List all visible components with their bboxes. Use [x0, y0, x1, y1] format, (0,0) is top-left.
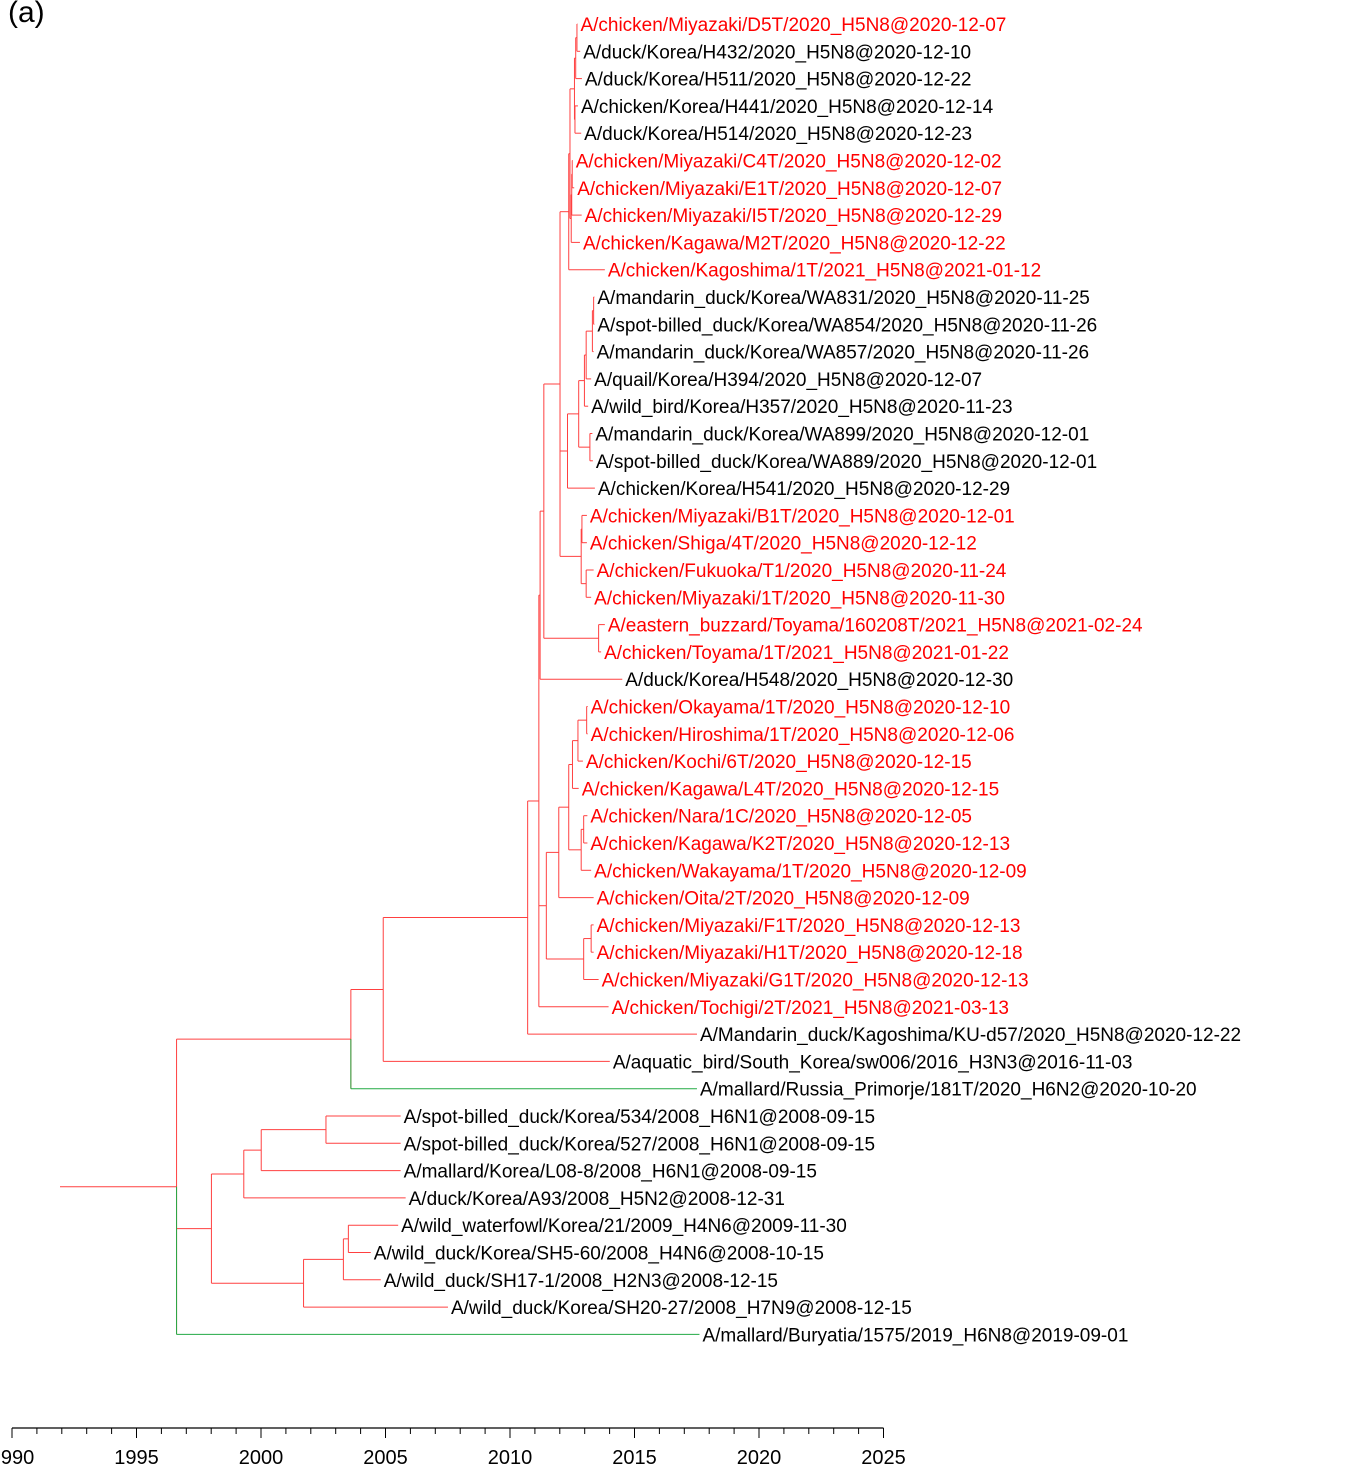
taxon-label: A/duck/Korea/H511/2020_H5N8@2020-12-22 [585, 70, 972, 91]
axis-tick-label: 2015 [612, 1447, 657, 1469]
taxon-label: A/spot-billed_duck/Korea/WA889/2020_H5N8… [596, 452, 1097, 473]
taxon-label: A/mallard/Buryatia/1575/2019_H6N8@2019-0… [702, 1325, 1128, 1346]
taxon-label: A/chicken/Miyazaki/F1T/2020_H5N8@2020-12… [597, 916, 1021, 937]
taxon-label: A/chicken/Kagawa/L4T/2020_H5N8@2020-12-1… [582, 779, 1000, 800]
taxon-label: A/mallard/Russia_Primorje/181T/2020_H6N2… [700, 1080, 1197, 1101]
taxon-label: A/chicken/Tochigi/2T/2021_H5N8@2021-03-1… [612, 998, 1009, 1019]
taxon-label: A/wild_waterfowl/Korea/21/2009_H4N6@2009… [401, 1216, 847, 1237]
taxon-label: A/chicken/Kagoshima/1T/2021_H5N8@2021-01… [608, 261, 1041, 282]
taxon-label: A/wild_duck/Korea/SH5-60/2008_H4N6@2008-… [374, 1244, 824, 1265]
taxon-label: A/aquatic_bird/South_Korea/sw006/2016_H3… [613, 1052, 1133, 1073]
taxon-label: A/duck/Korea/A93/2008_H5N2@2008-12-31 [409, 1189, 785, 1210]
taxon-label: A/chicken/Fukuoka/T1/2020_H5N8@2020-11-2… [597, 561, 1007, 582]
taxon-label: A/eastern_buzzard/Toyama/160208T/2021_H5… [608, 616, 1143, 637]
taxon-label: A/wild_bird/Korea/H357/2020_H5N8@2020-11… [591, 397, 1012, 418]
taxon-label: A/mallard/Korea/L08-8/2008_H6N1@2008-09-… [404, 1162, 817, 1183]
taxon-label: A/quail/Korea/H394/2020_H5N8@2020-12-07 [594, 370, 982, 391]
taxon-label: A/mandarin_duck/Korea/WA857/2020_H5N8@20… [597, 343, 1089, 364]
taxon-label: A/chicken/Korea/H541/2020_H5N8@2020-12-2… [598, 479, 1010, 500]
axis-tick-label: 2020 [737, 1447, 782, 1469]
taxon-label: A/chicken/Shiga/4T/2020_H5N8@2020-12-12 [590, 534, 977, 555]
taxon-label: A/duck/Korea/H548/2020_H5N8@2020-12-30 [625, 670, 1013, 691]
axis-tick-label: 2005 [363, 1447, 408, 1469]
taxon-label: A/chicken/Miyazaki/1T/2020_H5N8@2020-11-… [594, 588, 1005, 609]
taxon-label: A/chicken/Miyazaki/G1T/2020_H5N8@2020-12… [602, 971, 1029, 992]
taxon-label: A/chicken/Kagawa/M2T/2020_H5N8@2020-12-2… [583, 233, 1006, 254]
taxon-label: A/chicken/Kochi/6T/2020_H5N8@2020-12-15 [586, 752, 972, 773]
taxon-label: A/chicken/Oita/2T/2020_H5N8@2020-12-09 [597, 889, 970, 910]
panel-label: (a) [8, 0, 45, 29]
axis-tick-label: 2025 [861, 1447, 906, 1469]
taxon-label: A/Mandarin_duck/Kagoshima/KU-d57/2020_H5… [700, 1025, 1241, 1046]
axis-tick-label: 2000 [239, 1447, 284, 1469]
taxon-label: A/chicken/Okayama/1T/2020_H5N8@2020-12-1… [591, 698, 1011, 719]
taxon-label: A/duck/Korea/H432/2020_H5N8@2020-12-10 [583, 42, 971, 63]
taxon-label: A/chicken/Toyama/1T/2021_H5N8@2021-01-22 [604, 643, 1009, 664]
taxon-label: A/chicken/Miyazaki/H1T/2020_H5N8@2020-12… [597, 943, 1023, 964]
taxon-label: A/duck/Korea/H514/2020_H5N8@2020-12-23 [584, 124, 972, 145]
taxon-label: A/chicken/Hiroshima/1T/2020_H5N8@2020-12… [591, 725, 1015, 746]
taxon-label: A/chicken/Wakayama/1T/2020_H5N8@2020-12-… [594, 861, 1027, 882]
taxon-label: A/spot-billed_duck/Korea/WA854/2020_H5N8… [597, 315, 1097, 336]
taxon-label: A/chicken/Miyazaki/I5T/2020_H5N8@2020-12… [585, 206, 1002, 227]
taxon-label: A/chicken/Miyazaki/C4T/2020_H5N8@2020-12… [576, 152, 1002, 173]
taxon-label: A/wild_duck/SH17-1/2008_H2N3@2008-12-15 [384, 1271, 778, 1292]
axis-tick-label: 1995 [114, 1447, 159, 1469]
taxon-label: A/chicken/Miyazaki/B1T/2020_H5N8@2020-12… [590, 506, 1015, 527]
taxon-label: A/chicken/Nara/1C/2020_H5N8@2020-12-05 [590, 807, 972, 828]
taxon-label: A/mandarin_duck/Korea/WA899/2020_H5N8@20… [595, 425, 1089, 446]
taxon-label: A/chicken/Korea/H441/2020_H5N8@2020-12-1… [581, 97, 994, 118]
taxon-label: A/spot-billed_duck/Korea/534/2008_H6N1@2… [404, 1107, 875, 1128]
taxon-label: A/spot-billed_duck/Korea/527/2008_H6N1@2… [404, 1134, 875, 1155]
axis-tick-label: 2010 [488, 1447, 533, 1469]
taxon-label: A/chicken/Kagawa/K2T/2020_H5N8@2020-12-1… [590, 834, 1010, 855]
taxon-label: A/wild_duck/Korea/SH20-27/2008_H7N9@2008… [451, 1298, 912, 1319]
taxon-label: A/mandarin_duck/Korea/WA831/2020_H5N8@20… [597, 288, 1089, 309]
taxon-label: A/chicken/Miyazaki/D5T/2020_H5N8@2020-12… [580, 15, 1006, 36]
taxon-label: A/chicken/Miyazaki/E1T/2020_H5N8@2020-12… [577, 179, 1002, 200]
